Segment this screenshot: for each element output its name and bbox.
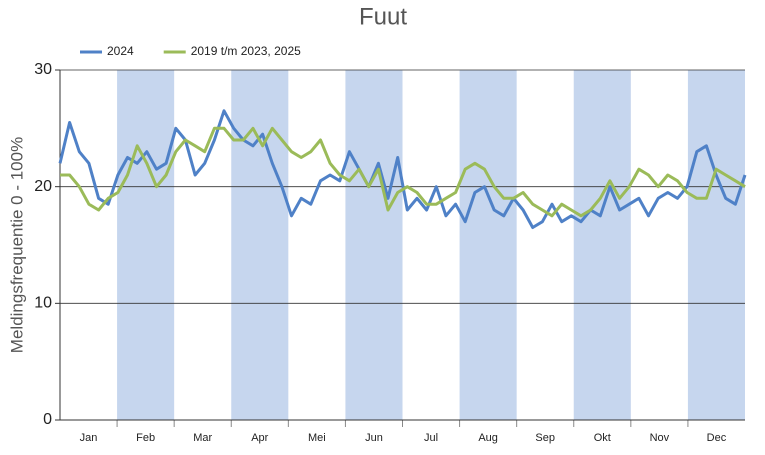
y-tick-label: 10 [34,295,52,312]
x-tick-label: Nov [650,432,670,444]
x-tick-label: Jan [80,432,98,444]
y-tick-label: 0 [43,411,52,428]
legend-label: 2019 t/m 2023, 2025 [191,44,301,58]
month-band [117,70,175,420]
x-tick-label: Jul [424,432,438,444]
series-line [58,109,747,229]
chart-title: Fuut [359,3,407,30]
x-tick-label: Apr [251,432,268,444]
month-band [459,70,517,420]
y-tick-label: 30 [34,61,52,78]
month-band [687,70,745,420]
x-tick-label: Aug [478,432,498,444]
x-tick-label: Mar [193,432,212,444]
month-band [573,70,631,420]
month-band [345,70,403,420]
x-tick-label: Mei [308,432,326,444]
legend-label: 2024 [107,44,134,58]
y-axis-label: Meldingsfrequentie 0 - 100% [7,137,26,353]
x-tick-label: Dec [707,432,727,444]
x-tick-label: Sep [535,432,555,444]
y-tick-label: 20 [34,178,52,195]
x-tick-label: Jun [365,432,383,444]
series-line [60,126,746,218]
x-tick-label: Feb [136,432,155,444]
x-tick-label: Okt [594,432,611,444]
month-band [231,70,289,420]
